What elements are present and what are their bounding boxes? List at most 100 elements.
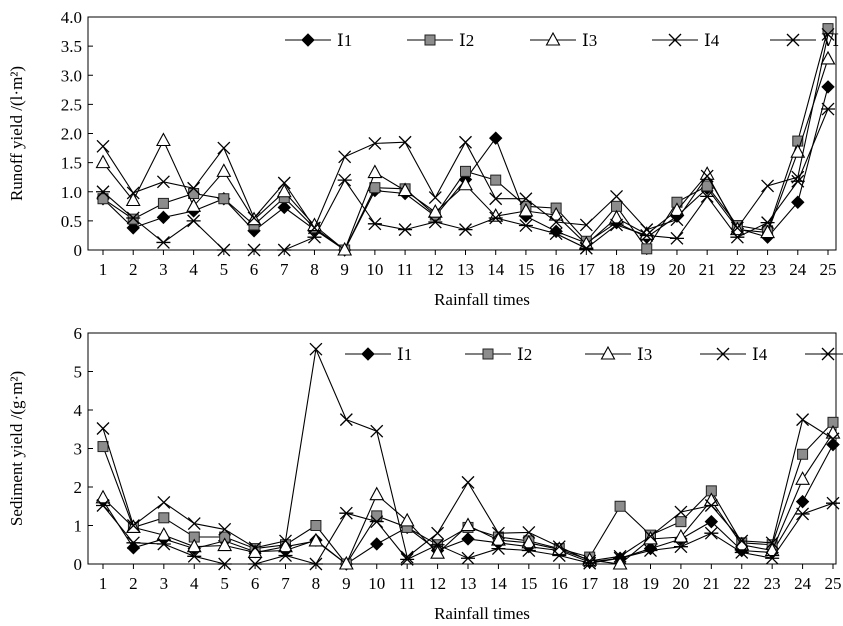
runoff-x-tick-label: 23 — [759, 260, 776, 279]
runoff-x-tick-label: 3 — [159, 260, 168, 279]
runoff-data-point — [188, 187, 200, 199]
runoff-x-tick-label: 18 — [608, 260, 625, 279]
sediment-data-point — [369, 515, 384, 529]
runoff-data-point — [397, 182, 413, 197]
runoff-data-point — [156, 175, 170, 189]
runoff-data-point — [549, 227, 564, 241]
sediment-data-point — [795, 471, 811, 485]
sediment-data-point — [765, 551, 780, 565]
sediment-x-tick-label: 13 — [460, 574, 477, 593]
runoff-x-tick-label: 9 — [340, 260, 349, 279]
runoff-data-point — [518, 202, 534, 217]
runoff-data-point — [821, 80, 835, 94]
runoff-x-tick-label: 5 — [220, 260, 229, 279]
sediment-data-point — [126, 541, 141, 555]
runoff-data-point — [186, 214, 201, 228]
runoff-data-point — [760, 224, 776, 239]
runoff-y-tick-label: 0 — [74, 241, 83, 260]
sediment-data-point — [613, 549, 627, 563]
sediment-y-tick-label: 4 — [74, 401, 83, 420]
sediment-data-point — [796, 413, 810, 427]
runoff-legend-marker — [786, 33, 800, 47]
sediment-data-point — [279, 534, 292, 548]
sediment-data-point — [704, 514, 719, 529]
runoff-data-point — [700, 189, 715, 203]
sediment-data-point — [461, 551, 475, 565]
runoff-legend: Ⅰ1 Ⅰ2 Ⅰ3 Ⅰ4 Ⅵ — [285, 31, 839, 50]
sediment-data-point — [765, 536, 779, 550]
runoff-data-point — [367, 164, 383, 179]
sediment-data-point — [764, 542, 780, 557]
runoff-data-point — [641, 243, 653, 255]
sediment-y-tick-label: 3 — [74, 440, 83, 459]
sediment-y-tick-label: 5 — [74, 363, 83, 382]
runoff-data-point — [96, 185, 110, 199]
runoff-data-point — [157, 197, 169, 209]
sediment-y-tick-label: 1 — [74, 517, 83, 536]
sediment-data-point — [704, 499, 718, 512]
runoff-legend-marker — [668, 33, 682, 47]
sediment-data-point — [674, 505, 688, 519]
sediment-x-tick-label: 7 — [281, 574, 290, 593]
sediment-x-tick-label: 24 — [794, 574, 812, 593]
sediment-x-tick-label: 5 — [220, 574, 229, 593]
runoff-x-tick-label: 25 — [820, 260, 837, 279]
runoff-x-tick-label: 11 — [397, 260, 413, 279]
runoff-legend-marker — [545, 31, 561, 46]
runoff-x-tick-label: 20 — [668, 260, 685, 279]
runoff-data-point — [398, 135, 412, 149]
sediment-data-point — [187, 549, 202, 563]
sediment-x-tick-label: 4 — [190, 574, 199, 593]
runoff-data-point — [458, 223, 473, 237]
sediment-data-point — [491, 526, 505, 540]
sediment-data-point — [490, 531, 506, 546]
sediment-legend-label: Ⅰ2 — [517, 345, 532, 364]
runoff-y-tick-label: 1.0 — [61, 183, 82, 202]
runoff-data-point — [427, 203, 443, 218]
sediment-data-point — [157, 495, 171, 509]
sediment-x-tick-label: 18 — [612, 574, 629, 593]
runoff-data-point — [518, 219, 533, 232]
sediment-data-point — [734, 545, 749, 559]
runoff-data-point — [276, 183, 292, 198]
runoff-data-point — [187, 181, 201, 195]
sediment-data-point — [826, 432, 840, 446]
sediment-data-point — [673, 540, 688, 554]
runoff-y-tick-label: 4.0 — [61, 8, 82, 27]
sediment-data-point — [797, 448, 809, 460]
runoff-data-point — [700, 169, 714, 183]
sediment-x-tick-label: 3 — [160, 574, 169, 593]
runoff-data-point — [609, 209, 624, 224]
runoff-x-axis-title: Rainfall times — [434, 290, 530, 309]
runoff-data-point — [489, 192, 503, 206]
runoff-series-line — [102, 28, 829, 251]
sediment-data-point — [186, 538, 202, 553]
sediment-data-point — [126, 519, 140, 532]
sediment-data-point — [675, 516, 687, 528]
runoff-data-point — [307, 230, 322, 244]
sediment-x-tick-label: 12 — [429, 574, 446, 593]
sediment-data-point — [400, 552, 415, 566]
sediment-x-tick-label: 15 — [520, 574, 537, 593]
runoff-data-point — [730, 230, 745, 244]
runoff-legend-label: Ⅵ — [821, 31, 839, 50]
runoff-data-point — [670, 213, 684, 227]
runoff-legend-label: Ⅰ2 — [459, 31, 474, 50]
runoff-series-5 — [96, 102, 835, 257]
sediment-x-tick-label: 16 — [551, 574, 568, 593]
runoff-data-point — [277, 243, 292, 257]
sediment-series-3 — [95, 424, 841, 570]
sediment-legend-marker — [821, 347, 835, 361]
runoff-data-point — [156, 210, 171, 225]
sediment-x-tick-label: 8 — [312, 574, 321, 593]
runoff-data-point — [458, 176, 473, 191]
runoff-data-point — [791, 195, 805, 209]
runoff-data-point — [489, 131, 503, 145]
sediment-data-point — [491, 542, 506, 556]
runoff-x-tick-label: 12 — [427, 260, 444, 279]
runoff-data-point — [216, 243, 231, 257]
sediment-data-point — [400, 550, 414, 564]
runoff-data-point — [277, 176, 291, 190]
sediment-data-point — [521, 544, 536, 557]
